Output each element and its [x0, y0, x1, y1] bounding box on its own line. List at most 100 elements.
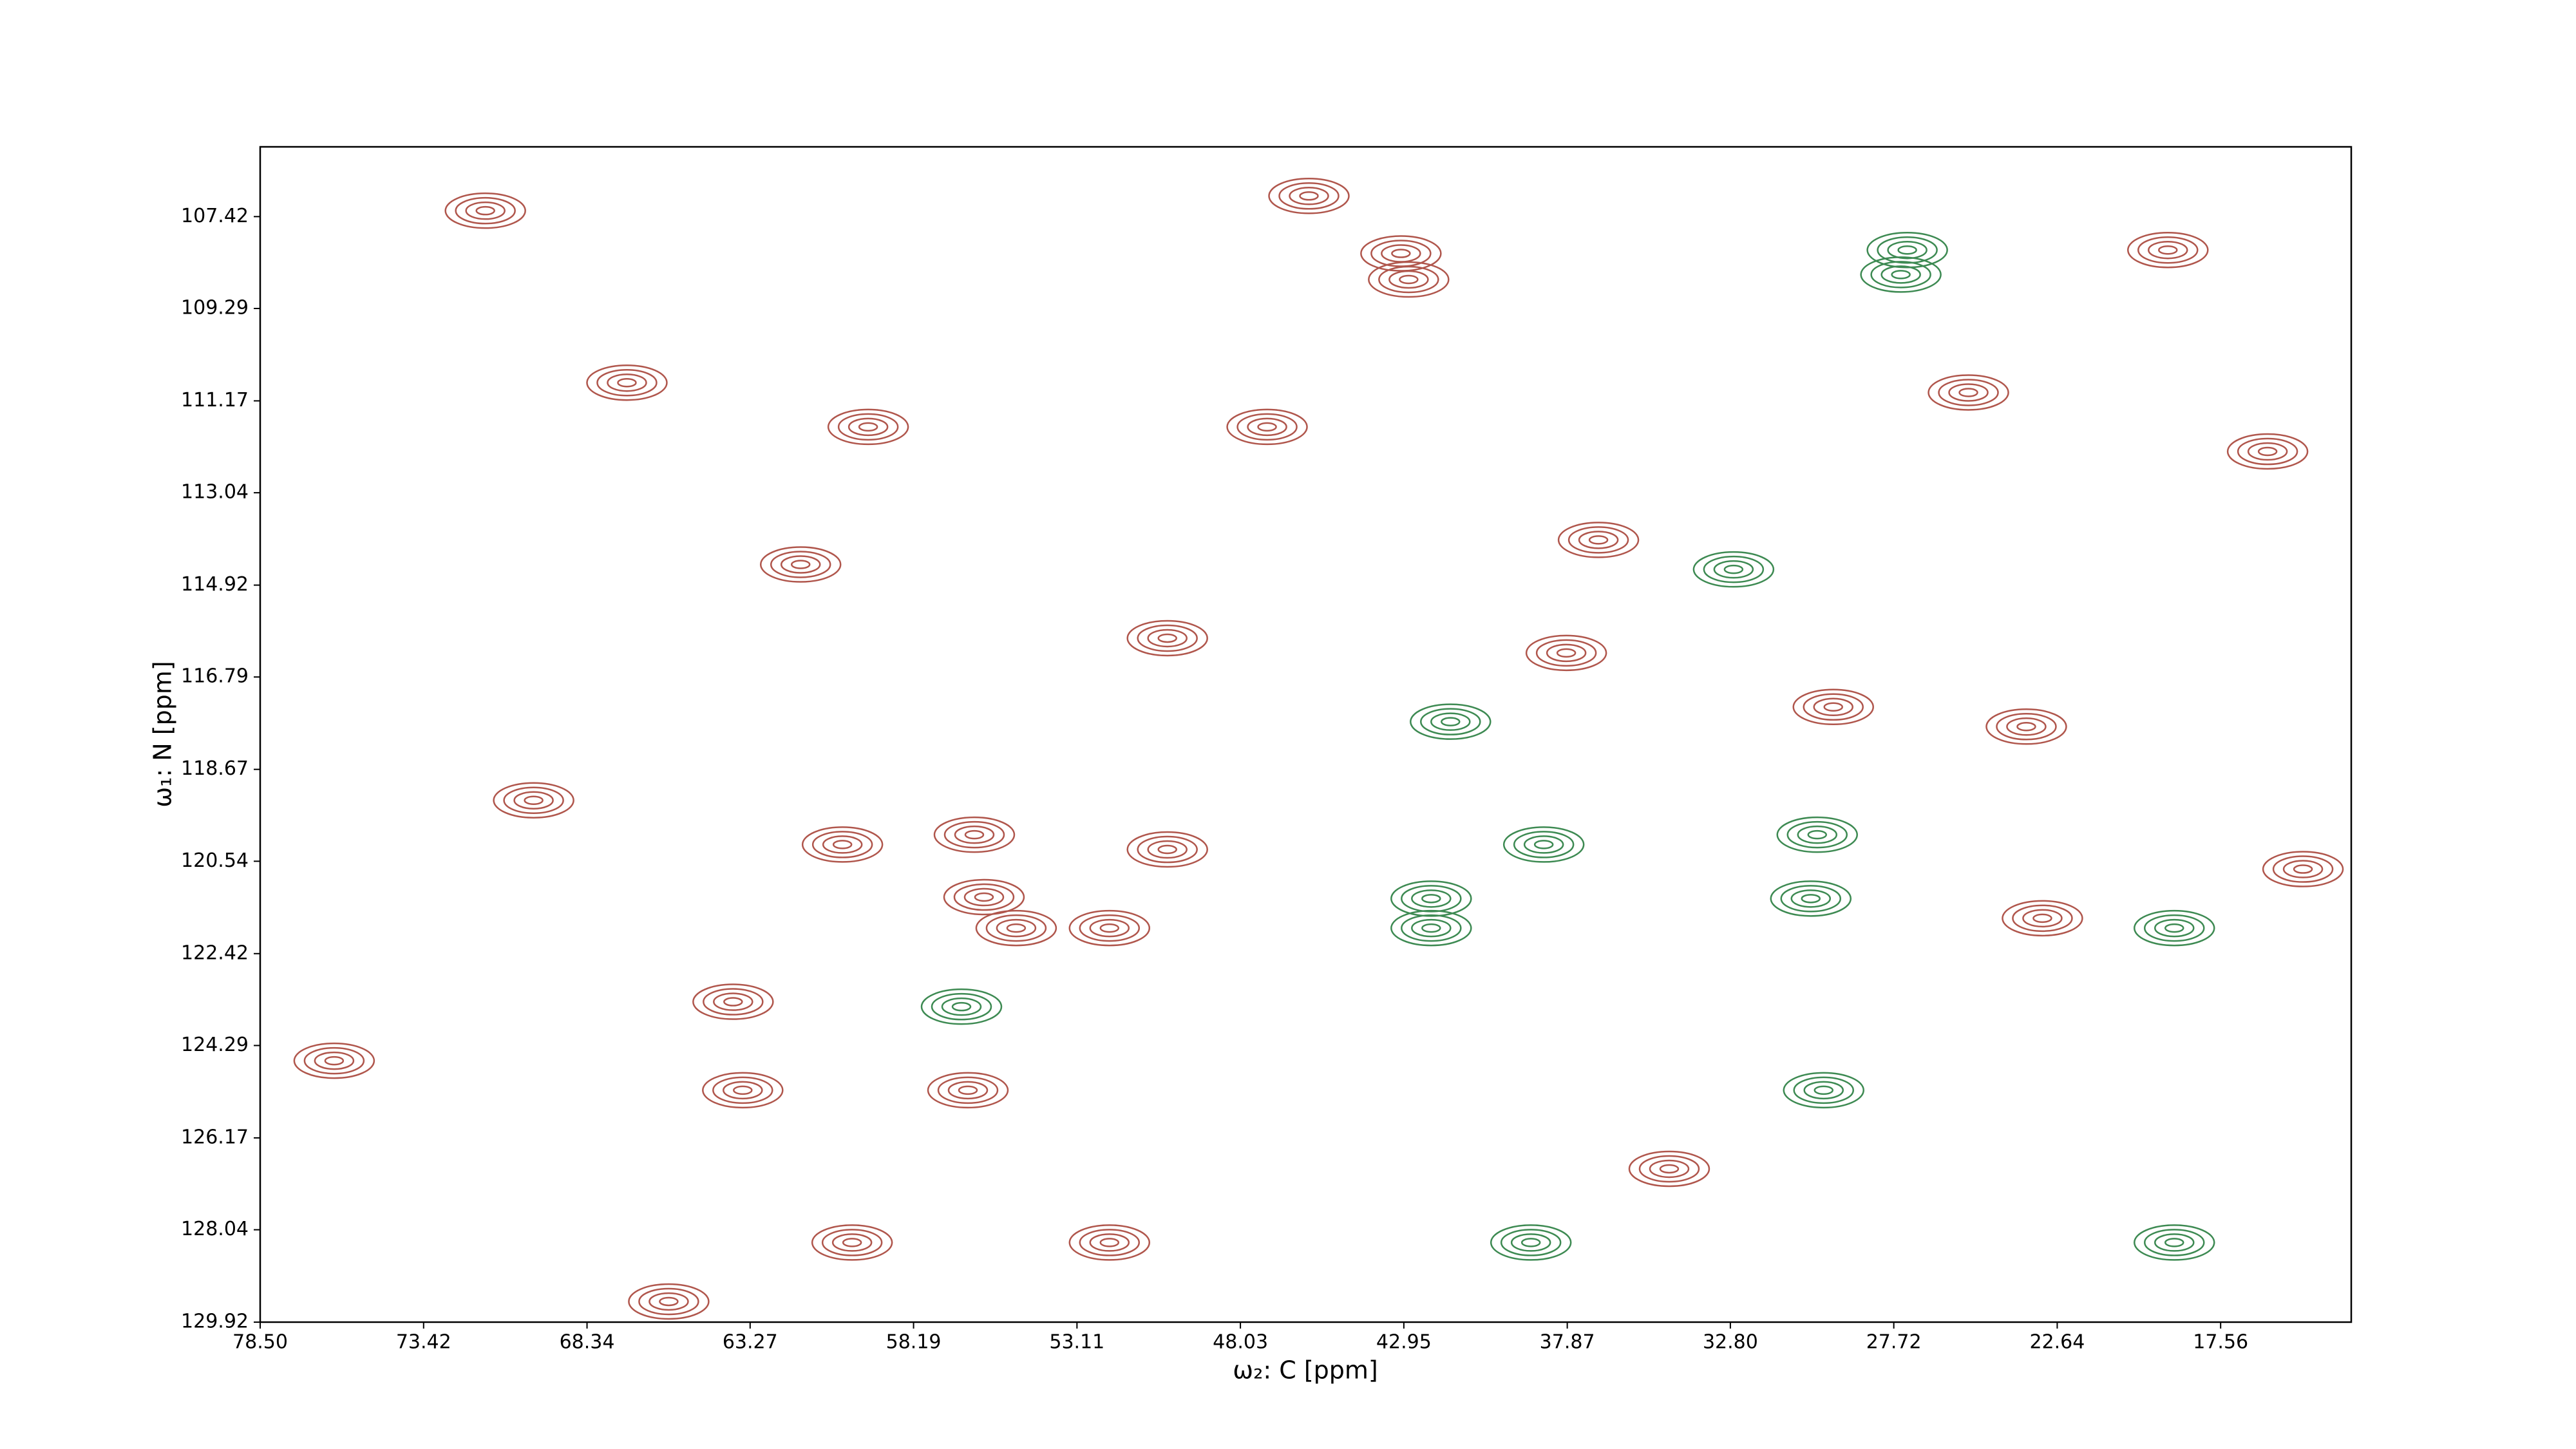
contour	[1723, 564, 1744, 574]
contour	[1927, 374, 2009, 411]
contour	[703, 988, 764, 1016]
contour	[1068, 909, 1151, 947]
contour	[475, 205, 495, 216]
contour	[1079, 914, 1141, 942]
contour	[943, 820, 1005, 849]
contour	[293, 1042, 375, 1079]
contour	[493, 782, 574, 819]
contour	[1783, 1072, 1865, 1109]
contour	[1985, 708, 2067, 745]
contour	[1441, 717, 1461, 726]
contour	[1770, 880, 1852, 917]
contour	[1089, 918, 1130, 938]
contour	[2134, 909, 2215, 947]
contour	[1430, 712, 1471, 731]
contour	[513, 791, 554, 810]
contour	[2237, 437, 2298, 466]
contour	[723, 1081, 763, 1100]
contour	[465, 201, 506, 220]
contour	[1236, 413, 1298, 441]
contour	[927, 1072, 1009, 1109]
contour	[1938, 379, 1999, 406]
x-tick-label: 53.11	[1049, 1331, 1104, 1354]
contour	[2006, 717, 2047, 736]
contour	[1887, 240, 1927, 260]
y-tick-label: 113.04	[181, 481, 249, 504]
contour	[1792, 688, 1874, 726]
contour	[1401, 914, 1462, 942]
contour	[2164, 1238, 2184, 1247]
contour	[1079, 1229, 1141, 1256]
contour	[811, 1224, 893, 1261]
contour	[1068, 1224, 1151, 1261]
contour	[2002, 900, 2083, 937]
contour	[943, 878, 1025, 916]
contour	[974, 892, 994, 902]
contour	[1299, 191, 1319, 201]
contour	[1147, 840, 1188, 859]
contour	[1628, 1150, 1710, 1188]
contour	[2262, 851, 2344, 887]
contour	[2272, 855, 2334, 883]
contour	[1659, 1164, 1680, 1174]
contour	[821, 1229, 883, 1256]
contour	[975, 909, 1057, 947]
contour	[1126, 620, 1208, 657]
contour	[303, 1046, 365, 1075]
contour	[1557, 522, 1640, 558]
contour	[2282, 860, 2324, 878]
contour	[842, 1238, 862, 1247]
contour	[811, 831, 873, 858]
contour	[444, 192, 526, 229]
contour	[1126, 831, 1208, 868]
contour	[1823, 702, 1843, 712]
contour	[1813, 697, 1853, 717]
contour	[2158, 245, 2178, 255]
contour	[2148, 240, 2188, 260]
x-tick-label: 58.19	[886, 1331, 942, 1354]
contour	[831, 1233, 873, 1252]
contour	[455, 196, 516, 225]
contour	[2226, 433, 2309, 470]
contour	[996, 918, 1037, 938]
contour	[607, 373, 647, 392]
contour	[964, 829, 985, 840]
contour	[951, 1001, 972, 1012]
contour	[1692, 551, 1775, 588]
x-tick-label: 32.80	[1703, 1331, 1758, 1354]
contour	[1776, 816, 1859, 853]
contour	[1793, 1076, 1855, 1104]
contour	[702, 1072, 784, 1109]
y-tick-label: 116.79	[181, 665, 249, 688]
contour	[1226, 408, 1308, 446]
contour	[713, 992, 753, 1011]
contour	[1278, 182, 1340, 210]
contour	[2012, 904, 2073, 933]
contour	[712, 1076, 773, 1104]
contour	[1958, 388, 1978, 397]
contour	[1803, 693, 1864, 721]
contour	[941, 997, 982, 1016]
contour-area	[293, 178, 2344, 1320]
contour	[837, 413, 899, 441]
contour	[2022, 909, 2063, 928]
contour	[692, 983, 774, 1020]
y-tick-label: 122.42	[181, 942, 249, 964]
x-tick-label: 27.72	[1866, 1331, 1922, 1354]
contour	[2032, 913, 2052, 923]
x-tick-label: 68.34	[560, 1331, 615, 1354]
contour	[1546, 643, 1587, 663]
contour	[1099, 923, 1120, 933]
contour	[1247, 417, 1287, 437]
y-tick-label: 128.04	[181, 1218, 249, 1240]
contour	[1786, 820, 1848, 849]
contour	[1510, 1233, 1551, 1252]
contour	[1638, 1155, 1700, 1183]
contour	[931, 992, 992, 1021]
y-tick-label: 124.29	[181, 1034, 249, 1056]
contour	[2016, 722, 2036, 732]
contour	[1421, 894, 1441, 904]
contour	[1533, 840, 1554, 849]
